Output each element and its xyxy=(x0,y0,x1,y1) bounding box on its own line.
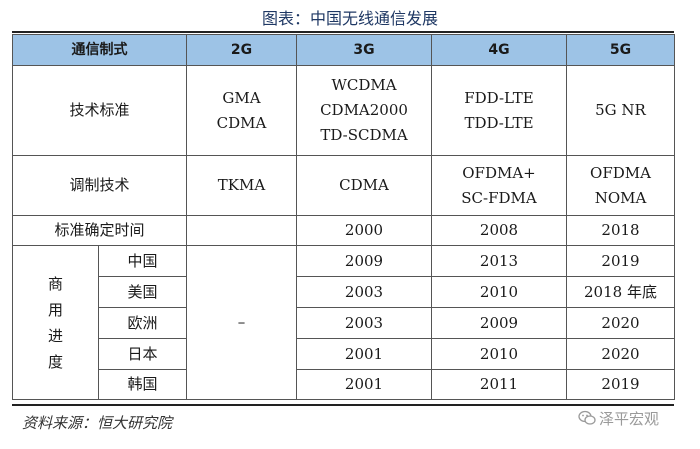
cell-line: NOMA xyxy=(594,188,647,207)
watermark: 泽平宏观 xyxy=(578,408,659,429)
cell-line: CDMA xyxy=(339,176,389,194)
header-cell: 2G xyxy=(186,34,297,66)
header-cell: 4G xyxy=(431,34,567,66)
label-char: 进 xyxy=(47,326,63,345)
country-cell: 日本 xyxy=(98,338,187,370)
table-cell: – xyxy=(186,245,297,400)
cell-line: CDMA xyxy=(216,113,267,132)
cell-line: GMA xyxy=(222,88,261,107)
table-cell: 2003 xyxy=(296,307,432,339)
tech-standard-row: 技术标准 GMA CDMA WCDMA CDMA2000 TD-SCDMA FD… xyxy=(12,65,675,156)
cell-line: TDD-LTE xyxy=(464,113,534,132)
table-cell: 2010 xyxy=(431,276,567,308)
table-cell: OFDMA+ SC-FDMA xyxy=(431,155,567,216)
cell-line: 5G NR xyxy=(595,101,646,119)
table-cell: 2019 xyxy=(566,369,675,400)
table-cell: 2011 xyxy=(431,369,567,400)
commercial-row: 欧洲 2003 2009 2020 xyxy=(13,307,675,339)
country-cell: 美国 xyxy=(98,276,187,308)
comm-table: 通信制式 2G 3G 4G 5G 技术标准 GMA CDMA WCDMA CDM… xyxy=(12,34,675,400)
watermark-text: 泽平宏观 xyxy=(599,410,660,428)
table-cell: 2010 xyxy=(431,338,567,370)
country-cell: 中国 xyxy=(98,245,187,277)
commercial-row: 商 用 进 度 中国 – 2009 2013 2019 xyxy=(12,245,675,400)
table-cell: WCDMA CDMA2000 TD-SCDMA xyxy=(296,65,432,156)
table-cell: 2009 xyxy=(431,307,567,339)
header-cell: 5G xyxy=(566,34,675,66)
top-rule xyxy=(12,31,674,33)
table-cell: FDD-LTE TDD-LTE xyxy=(431,65,567,156)
commercial-row: 美国 2003 2010 2018 年底 xyxy=(13,276,675,308)
table-cell: TKMA xyxy=(186,155,297,216)
wechat-icon xyxy=(578,410,596,425)
country-cell: 韩国 xyxy=(98,369,187,400)
table-cell: 5G NR xyxy=(566,65,675,156)
table-cell: 2013 xyxy=(431,245,567,277)
label-char: 商 xyxy=(47,274,63,293)
cell-line: OFDMA xyxy=(590,163,651,182)
row-label: 技术标准 xyxy=(12,65,187,156)
cell-line: CDMA2000 xyxy=(320,101,408,119)
table-cell: 2001 xyxy=(296,369,432,400)
table-cell: 2008 xyxy=(431,215,567,246)
modulation-row: 调制技术 TKMA CDMA OFDMA+ SC-FDMA OFDMA NOMA xyxy=(12,155,675,216)
table-cell: GMA CDMA xyxy=(186,65,297,156)
cell-line: FDD-LTE xyxy=(464,88,534,107)
cell-line: TD-SCDMA xyxy=(320,126,408,144)
table-cell: 2020 xyxy=(566,338,675,370)
table-cell: 2009 xyxy=(296,245,432,277)
cell-line: TKMA xyxy=(217,176,266,194)
table-cell xyxy=(186,215,297,246)
table-cell: 2000 xyxy=(296,215,432,246)
commercial-row: 韩国 2001 2011 2019 xyxy=(13,369,675,400)
table-cell: 2018 年底 xyxy=(566,276,675,308)
table-cell: 2001 xyxy=(296,338,432,370)
row-label: 调制技术 xyxy=(12,155,187,216)
table-cell: 2020 xyxy=(566,307,675,339)
figure-title: 图表：中国无线通信发展 xyxy=(261,9,438,28)
table-cell: OFDMA NOMA xyxy=(566,155,675,216)
cell-line: OFDMA+ xyxy=(462,163,536,182)
table-cell: 2018 xyxy=(566,215,675,246)
table-cell: CDMA xyxy=(296,155,432,216)
country-cell: 欧洲 xyxy=(98,307,187,339)
bottom-rule xyxy=(12,404,674,406)
source-note: 资料来源：恒大研究院 xyxy=(22,414,173,432)
table-cell: 2003 xyxy=(296,276,432,308)
row-label: 标准确定时间 xyxy=(12,215,187,246)
commercial-label: 商 用 进 度 xyxy=(12,245,99,400)
cell-line: WCDMA xyxy=(331,76,397,94)
header-row: 通信制式 2G 3G 4G 5G xyxy=(12,34,675,66)
label-char: 度 xyxy=(47,352,63,371)
header-cell: 通信制式 xyxy=(12,34,187,66)
header-cell: 3G xyxy=(296,34,432,66)
label-char: 用 xyxy=(47,300,63,319)
cell-line: SC-FDMA xyxy=(461,188,537,207)
table-cell: 2019 xyxy=(566,245,675,277)
standard-date-row: 标准确定时间 2000 2008 2018 xyxy=(12,215,675,246)
commercial-row: 日本 2001 2010 2020 xyxy=(13,338,675,370)
